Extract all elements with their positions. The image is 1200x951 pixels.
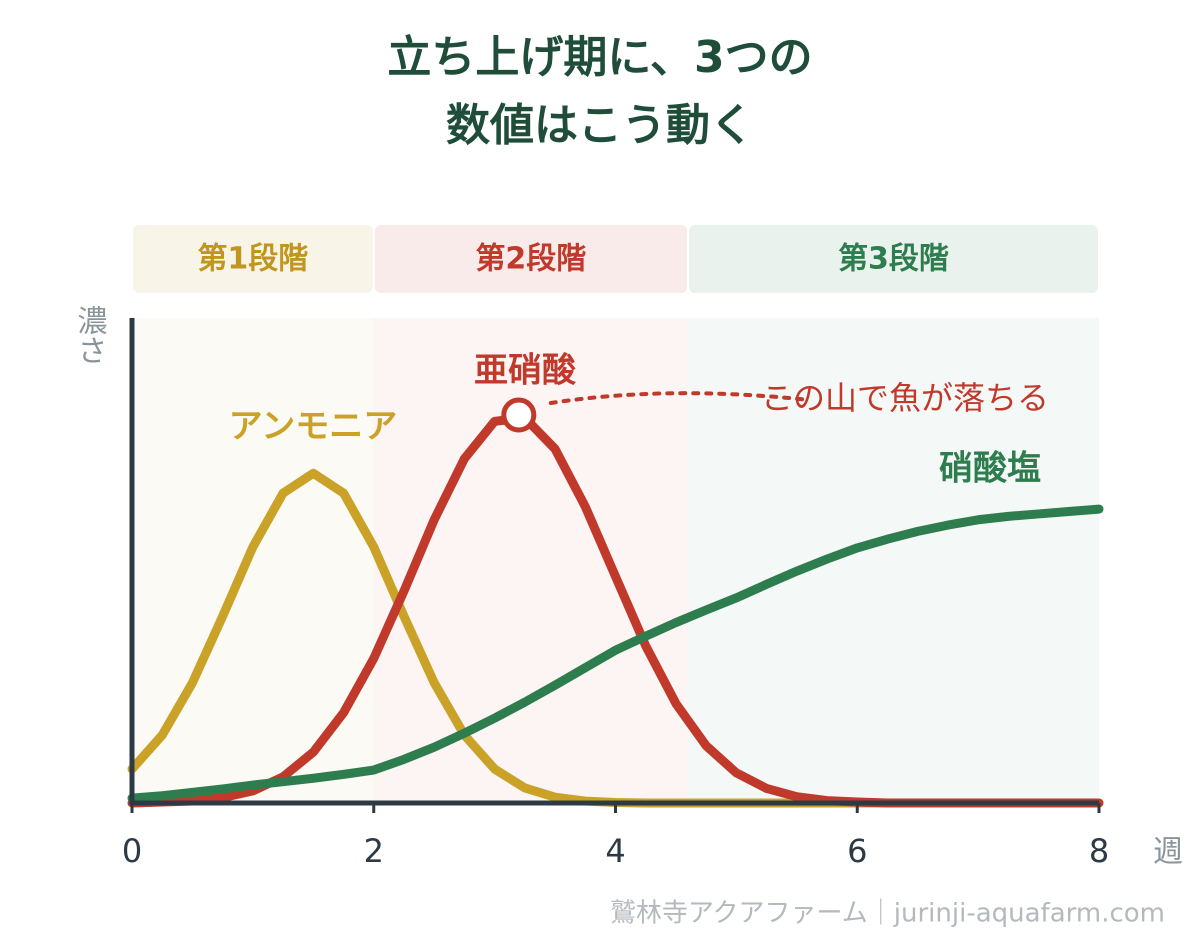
x-tick-label: 4 (605, 832, 625, 870)
footer: 鷲林寺アクアファーム｜jurinji-aquafarm.com (610, 899, 1165, 929)
annotation-text: この山で魚が落ちる (761, 379, 1049, 417)
chart-title: 数値はこう動く (446, 100, 754, 151)
stage-background (688, 318, 1099, 803)
stage-label: 第3段階 (838, 242, 949, 277)
stage-bands: 第1段階 第2段階 第3段階 (132, 225, 1099, 803)
stage-header (689, 225, 1098, 293)
peak-marker (501, 397, 537, 433)
stage-header (374, 225, 688, 293)
stage-header (133, 225, 373, 293)
stage-label: 第2段階 (475, 242, 586, 277)
chart-title: 立ち上げ期に、3つの (387, 32, 812, 83)
x-axis-label: 週 (1153, 835, 1183, 870)
x-tick-label: 2 (364, 832, 384, 870)
series-label: 亜硝酸 (474, 351, 577, 391)
series-label: 硝酸塩 (939, 449, 1041, 489)
x-tick-label: 0 (122, 832, 142, 870)
stage-background (373, 318, 689, 803)
series-line (127, 504, 1104, 803)
annotation-leader (548, 391, 811, 405)
series-label: アンモニア (229, 407, 398, 447)
x-tick-label: 8 (1089, 832, 1109, 870)
x-tick-label: 6 (847, 832, 867, 870)
y-axis-label: 濃さ (72, 305, 107, 365)
stage-label: 第1段階 (197, 242, 308, 277)
